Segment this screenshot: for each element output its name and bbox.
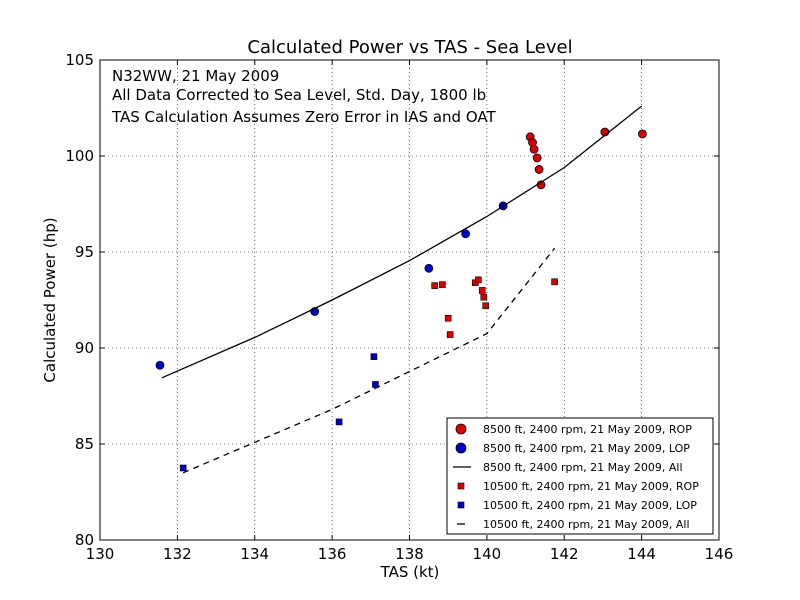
legend-label: 8500 ft, 2400 rpm, 21 May 2009, LOP [483,442,690,455]
data-point-circle [637,129,647,139]
legend-box [446,417,714,535]
legend-label: 10500 ft, 2400 rpm, 21 May 2009, ROP [483,480,699,493]
data-point-square [439,281,446,288]
data-point-square [446,331,454,338]
annotation-aircraft: N32WW, 21 May 2009 [112,67,279,85]
axis-ticks: 130 132 134 136 138 140 142 144 146 80 85 90 95 100 10… [65,51,733,563]
data-point-circle [155,360,165,370]
series-1 [155,201,508,370]
legend-label: 8500 ft, 2400 rpm, 21 May 2009, All [483,461,683,474]
data-point-circle [534,165,544,174]
x-tick-label: 130 [86,545,115,563]
x-axis-label: TAS (kt) [380,563,440,581]
x-tick-label: 142 [550,545,579,563]
series-line [161,105,643,379]
data-point-square [480,293,488,301]
series-line [182,247,556,474]
data-point-square [475,276,482,284]
legend: 8500 ft, 2400 rpm, 21 May 2009, ROP 8500 … [446,417,714,535]
annotation-correction: All Data Corrected to Sea Level, Std. Da… [112,86,486,104]
series-2 [161,105,643,379]
legend-marker-square [457,482,465,490]
series-0 [525,127,647,190]
series-5 [182,247,556,474]
x-tick-label: 134 [240,545,269,563]
series-3 [431,276,558,338]
data-point-square [444,314,452,322]
data-point-square [335,418,343,426]
legend-label: 8500 ft, 2400 rpm, 21 May 2009, ROP [483,423,692,436]
annotation-tas-assumption: TAS Calculation Assumes Zero Error in IA… [111,108,496,126]
series-layer [155,105,647,474]
y-tick-label: 90 [75,339,94,357]
legend-marker-circle [455,442,467,454]
y-axis-label: Calculated Power (hp) [41,217,59,382]
data-point-circle [424,263,434,273]
data-point-circle [532,153,542,163]
data-point-square [482,302,490,310]
data-point-square [370,353,378,360]
y-tick-label: 85 [75,435,94,453]
x-tick-label: 136 [318,545,347,563]
data-point-square [431,282,438,289]
y-tick-label: 95 [75,243,94,261]
x-tick-label: 138 [395,545,424,563]
chart-title: Calculated Power vs TAS - Sea Level [247,37,572,58]
x-tick-label: 144 [627,545,656,563]
series-4 [179,353,379,472]
legend-marker-circle [455,423,467,435]
y-tick-label: 80 [75,531,94,549]
data-point-square [478,287,486,294]
legend-label: 10500 ft, 2400 rpm, 21 May 2009, All [483,518,690,531]
legend-marker-square [457,501,465,509]
y-tick-label: 100 [65,147,94,165]
data-point-square [179,464,187,472]
data-point-circle [529,144,539,154]
data-point-square [551,278,558,286]
data-point-circle [461,229,470,239]
x-tick-label: 140 [473,545,502,563]
legend-label: 10500 ft, 2400 rpm, 21 May 2009, LOP [483,499,697,512]
x-tick-label: 146 [705,545,734,563]
x-tick-label: 132 [163,545,192,563]
y-tick-label: 105 [65,51,94,69]
